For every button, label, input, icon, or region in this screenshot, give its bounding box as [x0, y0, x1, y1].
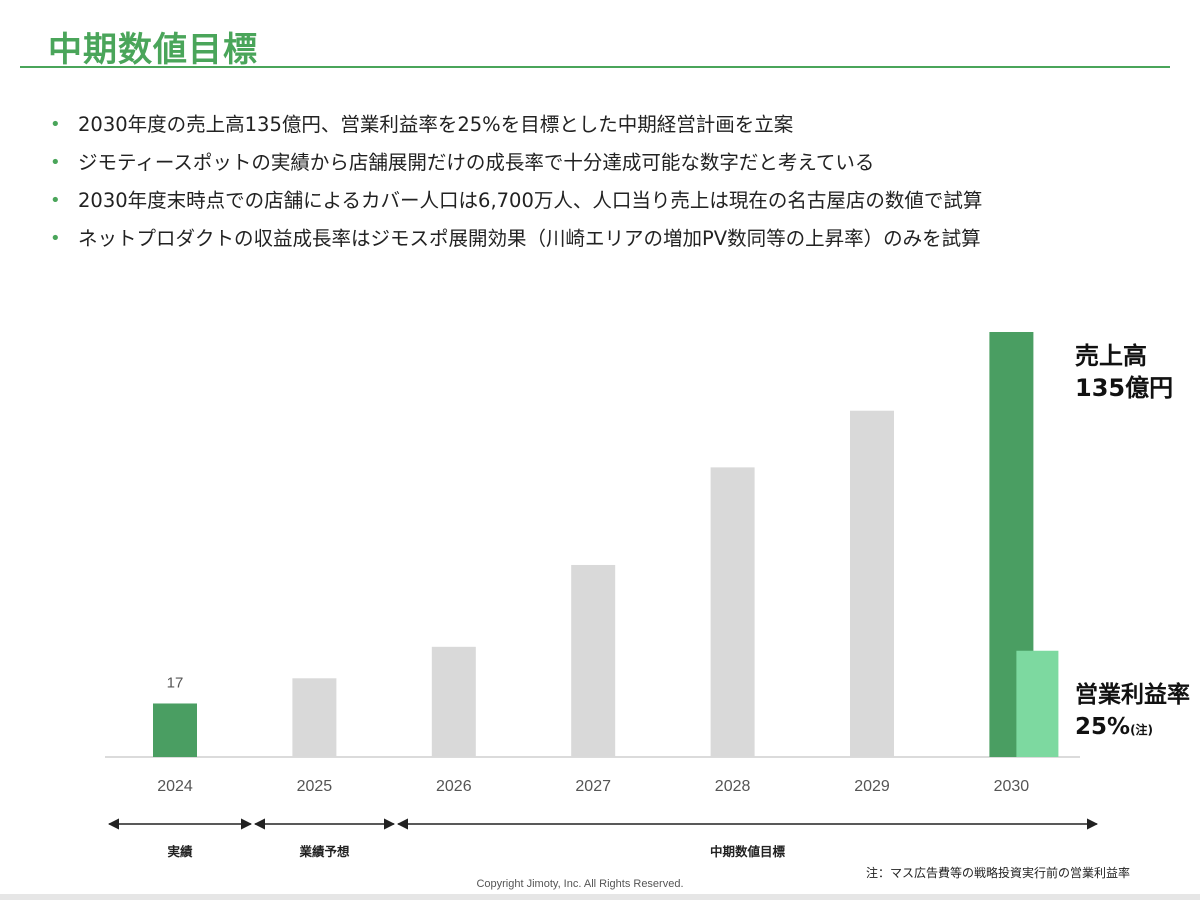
bullet-text: 2030年度の売上高135億円、営業利益率を25%を目標とした中期経営計画を立案: [78, 113, 794, 136]
period-label: 実績: [167, 844, 193, 859]
bullet-text: ネットプロダクトの収益成長率はジモスポ展開効果（川崎エリアの増加PV数同等の上昇…: [78, 227, 981, 250]
period-label: 中期数値目標: [710, 844, 786, 859]
bullet-item: • ジモティースポットの実績から店舗展開だけの成長率で十分達成可能な数字だと考えて…: [48, 144, 982, 182]
period-label: 業績予想: [298, 844, 350, 859]
x-tick-label: 2027: [575, 778, 611, 795]
bullet-item: • 2030年度の売上高135億円、営業利益率を25%を目標とした中期経営計画を立…: [48, 106, 982, 144]
bullet-item: • 2030年度末時点での店舗によるカバー人口は6,700万人、人口当り売上は現在…: [48, 182, 982, 220]
bullet-text: 2030年度末時点での店舗によるカバー人口は6,700万人、人口当り売上は現在の…: [78, 189, 983, 212]
annotation-note-marker: (注): [1130, 722, 1153, 737]
bar-2026: [431, 646, 476, 757]
annotation-margin-label: 営業利益率: [1075, 681, 1190, 708]
x-tick-label: 2028: [715, 778, 751, 795]
bar-2027: [571, 564, 616, 757]
x-tick-label: 2025: [297, 778, 333, 795]
bullet-dot-icon: •: [50, 114, 61, 135]
bar-operating-margin-2030: [1016, 650, 1059, 757]
annotation-revenue-value: 135億円: [1075, 374, 1173, 402]
bullet-dot-icon: •: [50, 228, 61, 249]
page-title: 中期数値目標: [48, 30, 258, 70]
annotation-revenue-label: 売上高: [1075, 342, 1147, 370]
copyright: Copyright Jimoty, Inc. All Rights Reserv…: [476, 878, 684, 890]
bar-2028: [710, 467, 755, 757]
bullet-text: ジモティースポットの実績から店舗展開だけの成長率で十分達成可能な数字だと考えてい…: [78, 151, 875, 174]
footnote: 注：マス広告費等の戦略投資実行前の営業利益率: [866, 866, 1131, 880]
bar-2029: [850, 410, 894, 757]
bullet-dot-icon: •: [50, 152, 61, 173]
bar-2024: [153, 703, 197, 757]
x-tick-label: 2029: [854, 778, 890, 795]
bottom-band: [0, 894, 1200, 900]
x-tick-label: 2026: [436, 778, 472, 795]
revenue-bar-chart: 17 2024 2025 2026 2027 2028 2029 2030 売上高 135億円営業…: [105, 332, 1190, 859]
bullet-list: • 2030年度の売上高135億円、営業利益率を25%を目標とした中期経営計画を立…: [48, 106, 982, 258]
x-tick-label: 2024: [157, 778, 193, 795]
bullet-dot-icon: •: [50, 190, 61, 211]
bullet-item: • ネットプロダクトの収益成長率はジモスポ展開効果（川崎エリアの増加PV数同等の上…: [48, 220, 982, 258]
x-tick-label: 2030: [994, 778, 1030, 795]
bar-2025: [292, 678, 337, 757]
annotation-margin-value: 25%(注): [1075, 714, 1153, 740]
title-divider: [20, 66, 1170, 68]
data-label-2024: 17: [167, 674, 184, 691]
